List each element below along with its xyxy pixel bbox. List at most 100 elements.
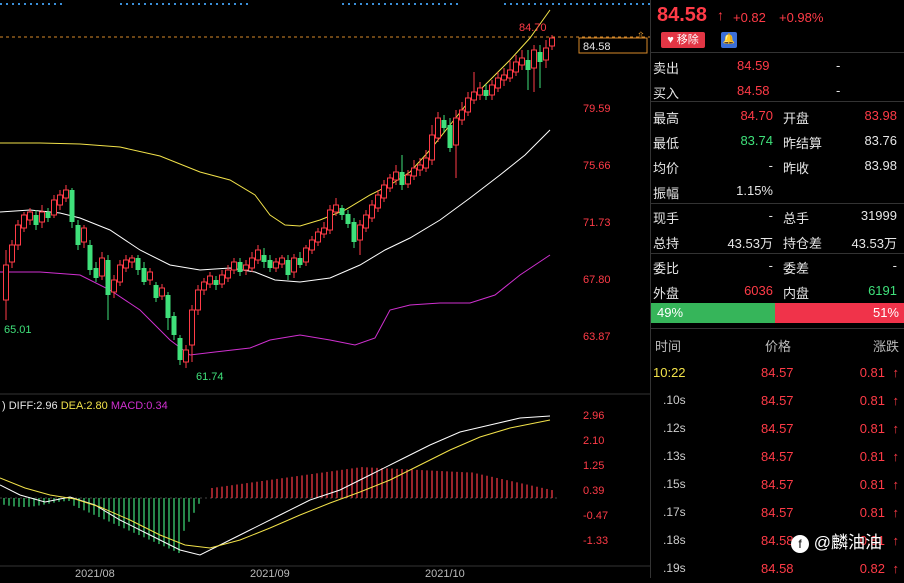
candle: [363, 210, 369, 232]
tick-row[interactable]: .12s 84.57 0.81 ↑: [651, 415, 904, 443]
tick-price: 84.58: [761, 533, 794, 548]
dea-line: [0, 419, 551, 549]
divider: [651, 253, 904, 254]
kline-chart[interactable]: ⇧ 79.59 75.66 71.73 67.80 63.87 84.58 84.70 …: [0, 0, 650, 580]
stat-value: -: [768, 258, 773, 273]
candle: [201, 278, 207, 295]
stat-row: 外盘 6036 内盘 6191: [651, 278, 904, 303]
price-change-pct: +0.98%: [779, 10, 824, 25]
candle: [351, 218, 357, 248]
tick-row[interactable]: .10s 84.57 0.81 ↑: [651, 387, 904, 415]
tick-price: 84.57: [761, 421, 794, 436]
candle: [177, 335, 183, 365]
candle: [45, 208, 51, 222]
candle: [237, 258, 243, 276]
tick-time: .17s: [663, 505, 686, 519]
candle: [213, 276, 219, 290]
price-level-label: 63.87: [583, 331, 611, 343]
candle: [261, 248, 267, 268]
tick-row[interactable]: 10:22 84.57 0.81 ↑: [651, 359, 904, 387]
candle: [225, 265, 231, 282]
stat-row: 均价 - 昨收 83.98: [651, 153, 904, 178]
sell-volume: -: [836, 58, 841, 73]
ma-upper-band: [0, 9, 551, 227]
divider: [651, 52, 904, 53]
candle: [537, 45, 543, 88]
stat-value: 1.15%: [736, 183, 773, 198]
candle: [33, 210, 39, 230]
tick-row[interactable]: .13s 84.57 0.81 ↑: [651, 443, 904, 471]
tick-time: .15s: [663, 477, 686, 491]
candle: [519, 50, 525, 70]
tick-time: .12s: [663, 421, 686, 435]
stat-label: 总手: [783, 211, 810, 226]
candle: [51, 195, 57, 218]
macd-level-label: -0.47: [583, 510, 608, 522]
tick-row[interactable]: .17s 84.57 0.81 ↑: [651, 499, 904, 527]
top-dot-row: [0, 3, 650, 5]
tick-time: .18s: [663, 533, 686, 547]
candle: [207, 272, 213, 288]
candle: [339, 205, 345, 220]
tick-change: 0.81: [859, 533, 885, 548]
heart-icon: ♥: [667, 34, 674, 46]
tick-time: .19s: [663, 561, 686, 575]
up-arrow-icon: ↑: [892, 561, 900, 576]
candle: [153, 282, 159, 302]
candle: [531, 45, 537, 92]
alert-button[interactable]: 🔔: [721, 32, 737, 48]
tick-row[interactable]: .18s 84.58 0.81 ↑: [651, 527, 904, 555]
price-change: +0.82: [733, 10, 766, 25]
candle: [501, 68, 507, 86]
tick-time: .10s: [663, 393, 686, 407]
remove-watchlist-button[interactable]: ♥ 移除: [661, 32, 705, 48]
candlesticks: [3, 35, 555, 368]
price-level-label: 75.66: [583, 160, 611, 172]
candle: [417, 158, 423, 176]
stat-value: 31999: [860, 208, 897, 223]
stat-value: 83.74: [740, 133, 773, 148]
ma-middle-line: [0, 129, 551, 283]
candle: [333, 198, 339, 216]
candle: [111, 275, 117, 298]
macd-level-label: 0.39: [583, 485, 604, 497]
ma-lower-band: [0, 254, 551, 356]
quote-header: 84.58 ↑ +0.82 +0.98%: [651, 0, 904, 30]
tick-row[interactable]: .15s 84.57 0.81 ↑: [651, 471, 904, 499]
stat-label: 振幅: [653, 186, 680, 201]
candle: [291, 254, 297, 278]
candle: [117, 260, 123, 286]
up-arrow-icon: ↑: [892, 477, 900, 492]
tick-change: 0.81: [859, 393, 885, 408]
buy-label: 买入: [653, 86, 680, 101]
divider: [651, 328, 904, 329]
current-price-tag-box: [578, 37, 648, 54]
candle: [135, 255, 141, 275]
candle: [405, 170, 411, 188]
price-level-label: 79.59: [583, 103, 611, 115]
candle: [441, 115, 447, 132]
price-level-label: 67.80: [583, 274, 611, 286]
bell-icon: 🔔: [722, 34, 736, 45]
candle: [159, 284, 165, 300]
candle: [345, 210, 351, 228]
candle: [315, 228, 321, 246]
candle: [165, 292, 171, 330]
candle: [543, 40, 549, 68]
candle: [327, 205, 333, 234]
stat-label: 持仓差: [783, 236, 823, 251]
sell-ratio-bar: 51%: [775, 303, 904, 323]
candle: [303, 245, 309, 266]
candle: [453, 110, 459, 178]
stat-value: 84.70: [740, 108, 773, 123]
candle: [477, 82, 483, 100]
stat-label: 最高: [653, 111, 680, 126]
candle: [9, 240, 15, 268]
ticks-header-price: 价格: [765, 339, 792, 354]
candle: [27, 208, 33, 225]
buy-ratio-bar: 49%: [651, 303, 775, 323]
up-arrow-icon: ↑: [892, 533, 900, 548]
tick-row[interactable]: .19s 84.58 0.82 ↑: [651, 555, 904, 583]
stat-row: 最高 84.70 开盘 83.98: [651, 103, 904, 128]
